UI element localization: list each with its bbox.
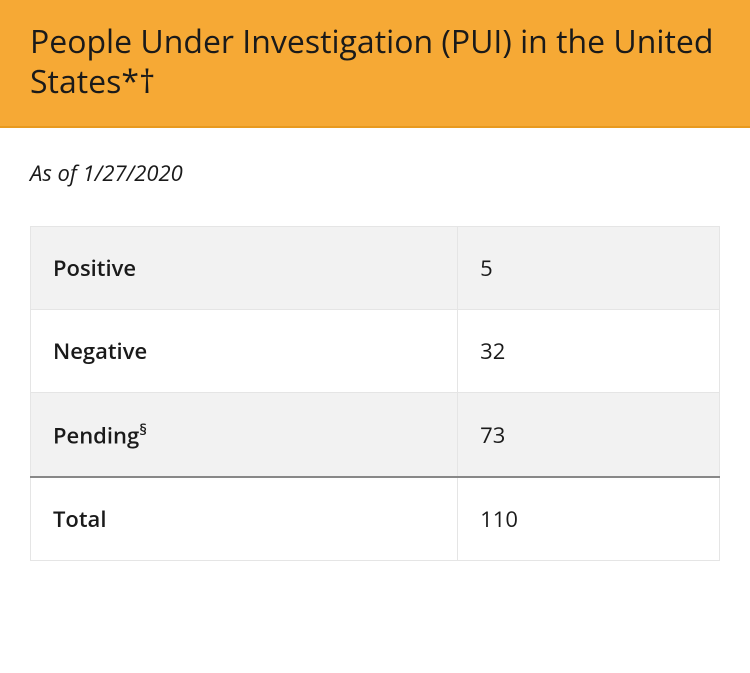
row-label: Negative [31, 310, 458, 393]
total-row: Total110 [31, 477, 720, 561]
row-label-superscript: § [139, 419, 147, 440]
page-title: People Under Investigation (PUI) in the … [30, 22, 720, 102]
content-area: As of 1/27/2020 Positive5Negative32Pendi… [0, 128, 750, 591]
row-value: 73 [458, 393, 720, 478]
table-row: Negative32 [31, 310, 720, 393]
total-value: 110 [458, 477, 720, 561]
header-banner: People Under Investigation (PUI) in the … [0, 0, 750, 128]
row-value: 5 [458, 227, 720, 310]
table-row: Pending§73 [31, 393, 720, 478]
row-label: Pending§ [31, 393, 458, 478]
row-value: 32 [458, 310, 720, 393]
pui-table: Positive5Negative32Pending§73Total110 [30, 226, 720, 561]
table-row: Positive5 [31, 227, 720, 310]
row-label: Positive [31, 227, 458, 310]
as-of-date: As of 1/27/2020 [30, 158, 720, 188]
pui-table-body: Positive5Negative32Pending§73Total110 [31, 227, 720, 561]
total-label: Total [31, 477, 458, 561]
